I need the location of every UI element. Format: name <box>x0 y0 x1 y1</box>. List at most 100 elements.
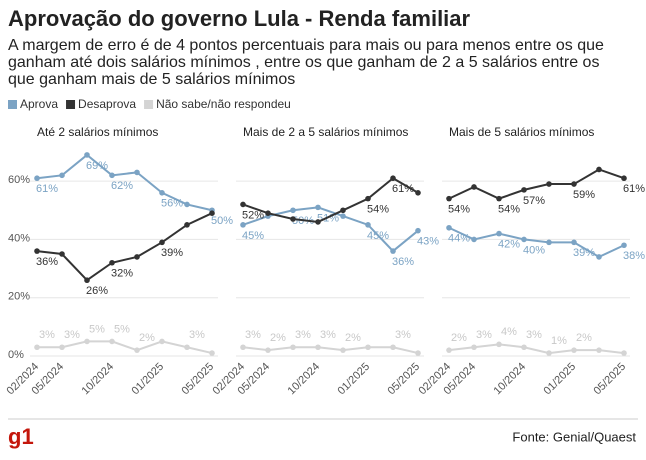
data-label: 45% <box>367 230 389 242</box>
point <box>390 344 396 351</box>
data-label: 5% <box>89 323 105 335</box>
data-label: 32% <box>111 268 133 280</box>
panel-title: Mais de 5 salários mínimos <box>449 125 594 139</box>
point <box>340 213 346 219</box>
series-line <box>448 168 625 200</box>
data-label: 2% <box>270 332 286 344</box>
point <box>621 175 627 182</box>
data-label: 36% <box>392 256 414 268</box>
data-label: 4% <box>501 326 517 338</box>
point <box>240 344 246 351</box>
point <box>446 224 452 231</box>
point <box>415 350 421 356</box>
data-label: 26% <box>86 285 108 297</box>
data-label: 2% <box>576 332 592 344</box>
data-label: 52% <box>242 209 264 221</box>
point <box>365 222 371 228</box>
point <box>496 230 502 237</box>
point <box>290 207 296 214</box>
point <box>546 239 552 246</box>
x-tick-label: 01/2025 <box>336 361 373 398</box>
panel-title: Mais de 2 a 5 salários mínimos <box>243 125 408 139</box>
legend-label: Desaprova <box>78 97 136 111</box>
series-line <box>242 177 419 223</box>
point <box>159 239 165 246</box>
data-label: 3% <box>395 329 411 341</box>
point <box>315 204 321 211</box>
point <box>340 207 346 214</box>
point <box>546 181 552 187</box>
data-label: 43% <box>417 236 439 248</box>
point <box>415 190 421 196</box>
point <box>365 344 371 351</box>
point <box>446 195 452 202</box>
data-label: 3% <box>64 329 80 341</box>
data-label: 38% <box>623 250 645 262</box>
data-label: 2% <box>139 332 155 344</box>
point <box>59 344 65 351</box>
legend-swatch <box>8 100 17 109</box>
data-label: 42% <box>498 239 520 251</box>
series-line <box>448 226 625 259</box>
point <box>84 152 90 158</box>
x-tick-label: 10/2024 <box>286 361 323 398</box>
point <box>290 216 296 222</box>
point <box>184 201 190 208</box>
point <box>571 181 577 187</box>
point <box>159 190 165 196</box>
point <box>571 239 577 246</box>
point <box>521 187 527 193</box>
data-label: 3% <box>189 329 205 341</box>
point <box>134 347 140 353</box>
point <box>521 236 527 243</box>
data-label: 61% <box>623 183 645 195</box>
x-tick-label: 01/2025 <box>130 361 167 398</box>
point <box>109 172 115 179</box>
data-label: 59% <box>573 189 595 201</box>
point <box>84 338 90 345</box>
point <box>471 184 477 190</box>
point <box>59 251 65 257</box>
data-label: 69% <box>86 160 108 172</box>
data-label: 50% <box>211 215 233 227</box>
data-label: 57% <box>523 195 545 207</box>
point <box>34 175 40 182</box>
data-label: 54% <box>498 204 520 216</box>
point <box>209 350 215 356</box>
point <box>184 222 190 228</box>
data-label: 3% <box>39 329 55 341</box>
point <box>290 344 296 351</box>
x-tick-label: 10/2024 <box>80 361 117 398</box>
legend-swatch <box>66 100 76 109</box>
point <box>315 344 321 351</box>
point <box>446 347 452 353</box>
point <box>546 350 552 356</box>
point <box>390 175 396 182</box>
point <box>209 210 215 216</box>
point <box>265 210 271 216</box>
data-label: 39% <box>573 247 595 259</box>
data-label: 54% <box>367 204 389 216</box>
data-label: 40% <box>523 244 545 256</box>
data-label: 5% <box>114 323 130 335</box>
point <box>184 344 190 351</box>
point <box>571 347 577 353</box>
data-label: 61% <box>36 183 58 195</box>
data-label: 45% <box>242 230 264 242</box>
data-label: 54% <box>448 204 470 216</box>
data-label: 3% <box>295 329 311 341</box>
point <box>390 248 396 254</box>
point <box>240 201 246 208</box>
point <box>34 248 40 254</box>
series-line <box>242 346 419 355</box>
data-label: 39% <box>161 247 183 259</box>
series-line <box>36 153 213 212</box>
source: Fonte: Genial/Quaest <box>512 429 636 444</box>
point <box>596 347 602 353</box>
x-tick-label: 05/2025 <box>386 361 423 398</box>
point <box>134 169 140 176</box>
logo: g1 <box>8 424 34 449</box>
series-line <box>36 212 213 282</box>
data-label: 2% <box>345 332 361 344</box>
